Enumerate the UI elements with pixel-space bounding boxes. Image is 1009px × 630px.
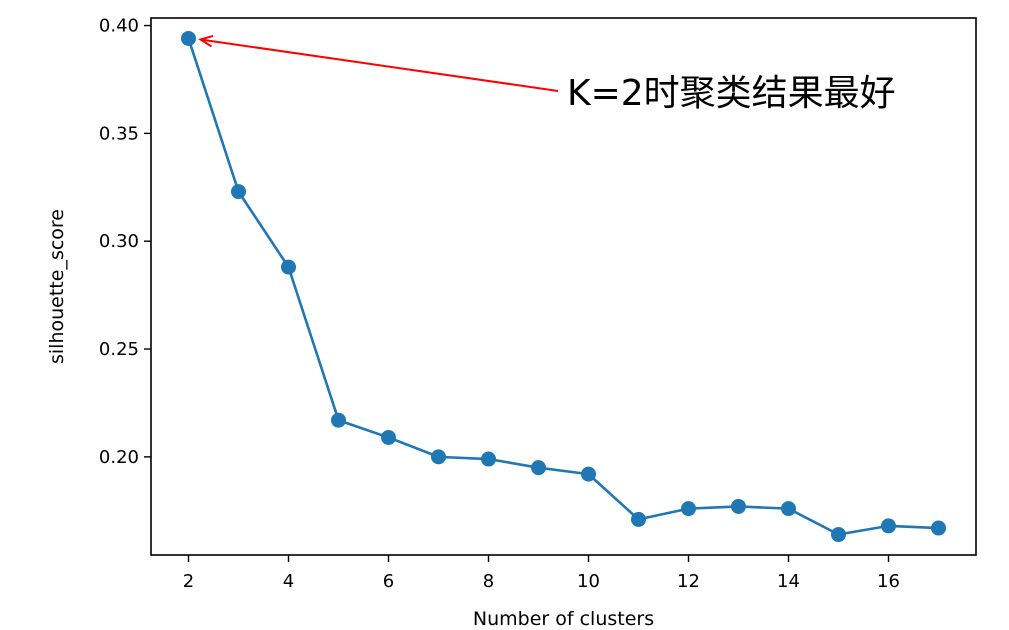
x-tick-label: 4 bbox=[283, 571, 294, 592]
x-tick-label: 16 bbox=[877, 571, 900, 592]
data-point bbox=[831, 527, 846, 543]
data-point bbox=[881, 518, 896, 534]
annotation-arrow-line bbox=[200, 38, 559, 92]
data-point bbox=[531, 460, 546, 476]
y-axis-ticks: 0.20 0.25 0.30 0.35 0.40 bbox=[99, 16, 151, 468]
data-point bbox=[781, 501, 796, 517]
data-point bbox=[581, 466, 596, 482]
series-layer bbox=[181, 30, 946, 543]
annotation-arrow-head bbox=[198, 34, 214, 48]
annotation: K=2时聚类结果最好 bbox=[198, 34, 896, 114]
series-line bbox=[187, 38, 939, 536]
data-point bbox=[231, 184, 246, 200]
data-point bbox=[731, 498, 746, 514]
annotation-text: K=2时聚类结果最好 bbox=[567, 73, 896, 114]
data-point bbox=[431, 449, 446, 465]
data-point bbox=[331, 412, 346, 428]
data-point bbox=[931, 520, 946, 536]
x-axis-title: Number of clusters bbox=[473, 608, 654, 630]
y-tick-label: 0.20 bbox=[99, 447, 139, 468]
data-point bbox=[481, 451, 496, 467]
y-tick-label: 0.35 bbox=[99, 123, 139, 144]
y-tick-label: 0.25 bbox=[99, 339, 139, 360]
data-point bbox=[381, 429, 396, 445]
x-tick-label: 12 bbox=[677, 571, 700, 592]
data-point bbox=[181, 30, 196, 46]
data-point bbox=[681, 501, 696, 517]
y-tick-label: 0.30 bbox=[99, 231, 139, 252]
x-tick-label: 6 bbox=[383, 571, 394, 592]
x-tick-label: 10 bbox=[577, 571, 600, 592]
x-axis-ticks: 2 4 6 8 10 12 14 16 bbox=[183, 555, 900, 592]
x-tick-label: 14 bbox=[777, 571, 800, 592]
data-point bbox=[631, 511, 646, 527]
plot-frame bbox=[150, 17, 977, 556]
x-tick-label: 8 bbox=[483, 571, 494, 592]
data-point bbox=[281, 259, 296, 275]
x-tick-label: 2 bbox=[183, 571, 194, 592]
y-tick-label: 0.40 bbox=[99, 16, 139, 37]
y-axis-title: silhouette_score bbox=[46, 209, 68, 364]
